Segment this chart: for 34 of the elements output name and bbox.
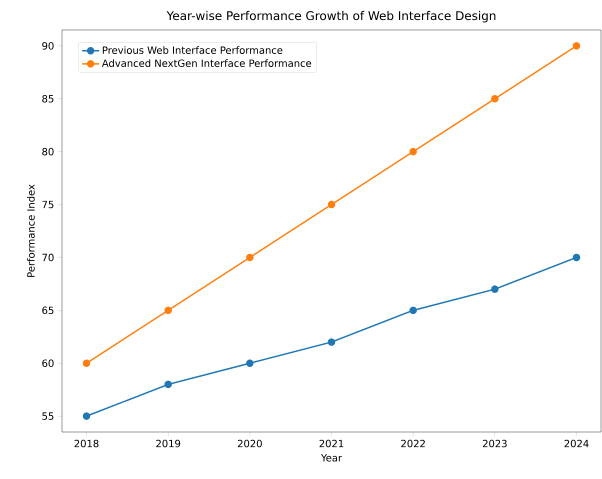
point xyxy=(409,306,417,314)
x-tick-label: 2023 xyxy=(482,440,507,448)
y-tick-label: 80 xyxy=(42,148,54,156)
point xyxy=(328,338,336,346)
x-tick-label: 2020 xyxy=(238,440,262,448)
x-axis-title: Year xyxy=(320,454,342,462)
x-tick-label: 2024 xyxy=(564,440,589,448)
point xyxy=(246,359,254,367)
point xyxy=(164,380,172,388)
x-tick-label: 2019 xyxy=(156,440,180,448)
chart-title: Year-wise Performance Growth of Web Interface Design xyxy=(166,10,496,22)
point xyxy=(246,254,254,262)
y-tick-label: 70 xyxy=(42,254,54,262)
x-tick-label: 2018 xyxy=(74,440,98,448)
legend-label: Previous Web Interface Performance xyxy=(102,46,282,54)
point xyxy=(491,285,499,293)
point xyxy=(82,359,90,367)
point xyxy=(572,42,580,50)
y-tick-label: 90 xyxy=(42,42,54,50)
y-tick-label: 60 xyxy=(42,359,54,368)
point xyxy=(82,412,90,420)
legend-label: Advanced NextGen Interface Performance xyxy=(102,59,312,67)
point xyxy=(572,254,580,262)
x-tick-label: 2021 xyxy=(320,440,344,448)
x-tick-label: 2022 xyxy=(401,440,425,448)
y-axis-title: Performance Index xyxy=(26,184,35,277)
y-tick-label: 85 xyxy=(42,94,54,103)
y-tick-label: 75 xyxy=(42,200,54,208)
point xyxy=(164,306,172,314)
point xyxy=(491,95,499,103)
point xyxy=(328,200,336,208)
point xyxy=(409,148,417,156)
y-tick-label: 65 xyxy=(42,306,54,314)
y-tick-label: 55 xyxy=(42,412,54,420)
